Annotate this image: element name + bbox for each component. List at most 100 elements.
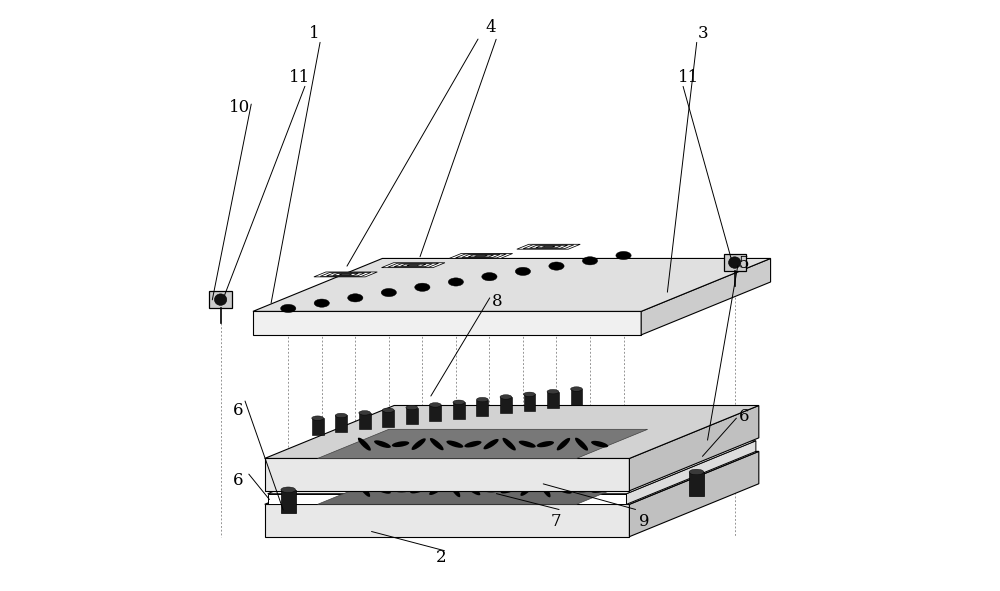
- Ellipse shape: [281, 487, 296, 492]
- Polygon shape: [281, 490, 296, 514]
- Polygon shape: [536, 246, 561, 248]
- Polygon shape: [265, 459, 629, 491]
- Ellipse shape: [519, 441, 536, 447]
- Ellipse shape: [446, 440, 463, 448]
- Polygon shape: [320, 272, 371, 277]
- Polygon shape: [475, 255, 487, 256]
- Ellipse shape: [689, 469, 704, 475]
- Text: 8: 8: [492, 293, 502, 310]
- Ellipse shape: [448, 278, 464, 286]
- Polygon shape: [394, 264, 432, 267]
- Text: 3: 3: [698, 25, 708, 42]
- Polygon shape: [530, 245, 568, 248]
- Polygon shape: [318, 429, 648, 459]
- Ellipse shape: [573, 487, 590, 492]
- Text: 6: 6: [233, 472, 243, 489]
- Polygon shape: [312, 418, 324, 434]
- Polygon shape: [318, 475, 648, 504]
- Polygon shape: [209, 291, 232, 309]
- Text: 2: 2: [436, 549, 446, 566]
- Ellipse shape: [281, 304, 296, 313]
- Ellipse shape: [500, 395, 512, 399]
- Ellipse shape: [616, 251, 631, 259]
- Ellipse shape: [453, 400, 465, 404]
- Text: 1: 1: [309, 25, 320, 42]
- Polygon shape: [629, 452, 759, 537]
- Ellipse shape: [729, 257, 741, 268]
- Ellipse shape: [412, 439, 426, 450]
- Ellipse shape: [392, 441, 409, 447]
- Polygon shape: [517, 244, 580, 249]
- Ellipse shape: [415, 283, 430, 291]
- Text: 7: 7: [551, 514, 561, 531]
- Ellipse shape: [314, 299, 329, 307]
- Ellipse shape: [449, 482, 460, 497]
- Text: 11: 11: [289, 69, 311, 86]
- Ellipse shape: [501, 486, 518, 493]
- Ellipse shape: [591, 486, 608, 493]
- Text: 6: 6: [739, 408, 749, 424]
- Ellipse shape: [335, 413, 347, 418]
- Polygon shape: [429, 405, 441, 421]
- Polygon shape: [641, 258, 771, 335]
- Polygon shape: [333, 274, 358, 275]
- Ellipse shape: [482, 487, 500, 492]
- Polygon shape: [407, 265, 420, 266]
- Ellipse shape: [392, 487, 409, 492]
- Ellipse shape: [524, 392, 535, 397]
- Polygon shape: [253, 258, 771, 311]
- Ellipse shape: [557, 438, 570, 450]
- Ellipse shape: [464, 441, 482, 447]
- Polygon shape: [335, 415, 347, 432]
- Ellipse shape: [348, 294, 363, 302]
- Ellipse shape: [406, 405, 418, 410]
- Polygon shape: [626, 441, 756, 504]
- Ellipse shape: [515, 267, 531, 275]
- Polygon shape: [571, 389, 582, 405]
- Ellipse shape: [359, 411, 371, 415]
- Polygon shape: [268, 493, 626, 504]
- Polygon shape: [523, 245, 574, 249]
- Ellipse shape: [466, 484, 480, 495]
- Polygon shape: [449, 254, 513, 258]
- Ellipse shape: [549, 262, 564, 270]
- Ellipse shape: [575, 438, 588, 451]
- Ellipse shape: [374, 440, 391, 448]
- Polygon shape: [382, 410, 394, 427]
- Polygon shape: [462, 255, 500, 258]
- Polygon shape: [542, 246, 555, 247]
- Ellipse shape: [547, 389, 559, 394]
- Ellipse shape: [555, 486, 572, 493]
- Polygon shape: [382, 263, 445, 268]
- Polygon shape: [401, 264, 426, 266]
- Ellipse shape: [382, 408, 394, 413]
- Polygon shape: [265, 452, 759, 504]
- Ellipse shape: [540, 482, 551, 498]
- Polygon shape: [500, 397, 512, 414]
- Polygon shape: [388, 263, 439, 267]
- Ellipse shape: [410, 486, 427, 493]
- Polygon shape: [724, 254, 746, 271]
- Text: 5: 5: [739, 255, 749, 272]
- Ellipse shape: [537, 441, 554, 447]
- Polygon shape: [456, 254, 506, 258]
- Ellipse shape: [359, 483, 370, 497]
- Polygon shape: [689, 472, 704, 495]
- Text: 10: 10: [229, 99, 251, 116]
- Polygon shape: [468, 255, 494, 257]
- Ellipse shape: [520, 483, 534, 496]
- Polygon shape: [359, 413, 371, 429]
- Polygon shape: [314, 272, 377, 277]
- Polygon shape: [268, 441, 756, 493]
- Ellipse shape: [571, 387, 582, 391]
- Ellipse shape: [502, 438, 516, 450]
- Polygon shape: [339, 274, 352, 275]
- Ellipse shape: [374, 486, 391, 493]
- Polygon shape: [453, 402, 465, 419]
- Polygon shape: [547, 392, 559, 408]
- Polygon shape: [327, 273, 365, 276]
- Polygon shape: [406, 408, 418, 424]
- Ellipse shape: [358, 437, 371, 451]
- Ellipse shape: [430, 438, 444, 450]
- Ellipse shape: [483, 439, 499, 449]
